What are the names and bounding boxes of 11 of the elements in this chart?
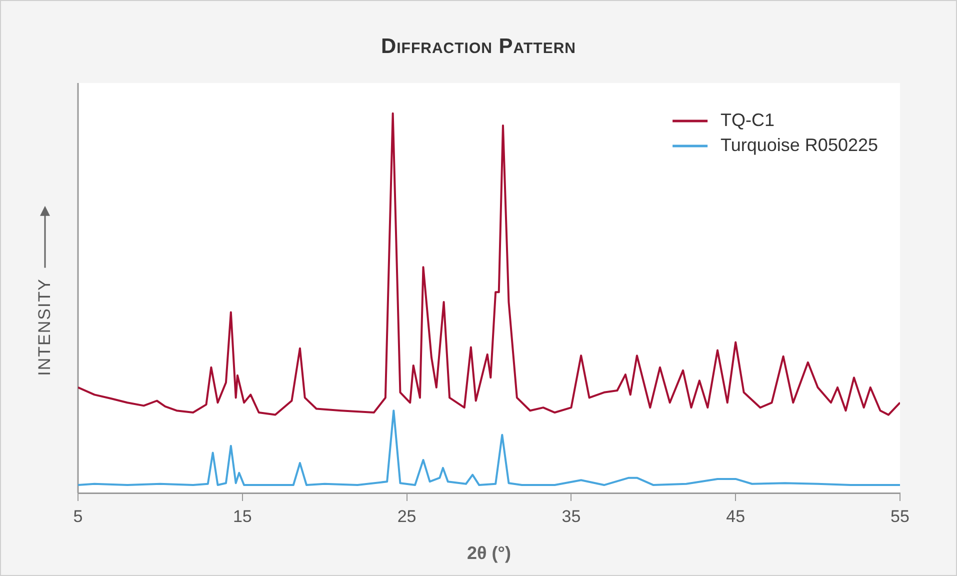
x-tick-label: 25 (397, 506, 416, 526)
x-axis-title: 2θ (°) (467, 543, 511, 564)
x-tick-label: 5 (73, 506, 83, 526)
x-tick-label: 15 (232, 506, 252, 526)
legend-label: TQ-C1 (720, 110, 775, 130)
legend-label: Turquoise R050225 (720, 134, 878, 155)
chart-title: Diffraction Pattern (380, 35, 578, 59)
x-tick-label: 55 (890, 506, 910, 526)
x-tick-label: 45 (726, 506, 746, 526)
y-axis-title: INTENSITY (35, 278, 55, 376)
x-tick-label: 35 (562, 506, 581, 526)
